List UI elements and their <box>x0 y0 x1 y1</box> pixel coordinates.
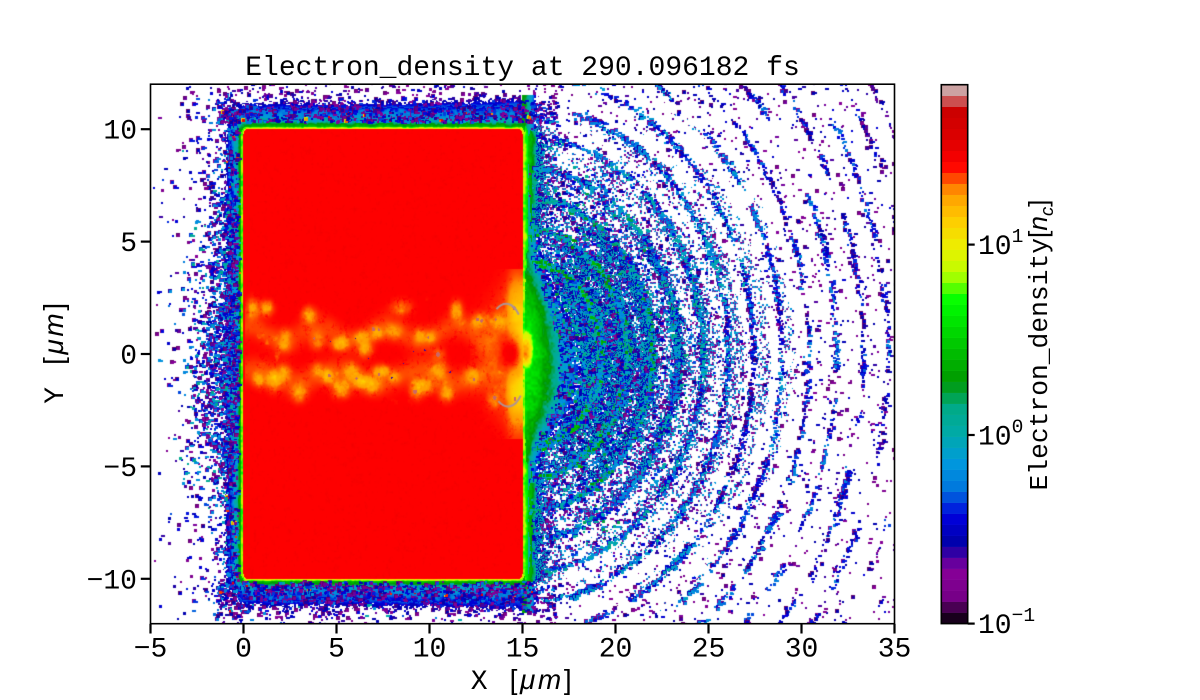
svg-text:10−1: 10−1 <box>978 605 1035 642</box>
svg-text:101: 101 <box>978 226 1023 263</box>
svg-text:5: 5 <box>328 635 345 666</box>
svg-text:30: 30 <box>785 635 819 666</box>
svg-text:35: 35 <box>878 635 912 666</box>
svg-text:0: 0 <box>235 635 252 666</box>
svg-text:0: 0 <box>120 342 137 373</box>
svg-text:100: 100 <box>978 417 1023 454</box>
svg-text:25: 25 <box>692 635 726 666</box>
svg-text:15: 15 <box>506 635 540 666</box>
svg-text:5: 5 <box>120 229 137 260</box>
svg-text:10: 10 <box>103 117 137 148</box>
svg-text:10: 10 <box>413 635 447 666</box>
svg-text:Y [μm]: Y [μm] <box>38 300 72 403</box>
svg-text:20: 20 <box>599 635 633 666</box>
svg-text:−5: −5 <box>134 635 168 666</box>
svg-text:−10: −10 <box>87 566 137 597</box>
svg-text:−5: −5 <box>103 454 137 485</box>
svg-text:Electron_density at 290.096182: Electron_density at 290.096182 fs <box>245 53 800 84</box>
svg-text:X [μm]: X [μm] <box>471 664 574 698</box>
svg-text:Electron_density[nc]: Electron_density[nc] <box>1023 200 1057 491</box>
